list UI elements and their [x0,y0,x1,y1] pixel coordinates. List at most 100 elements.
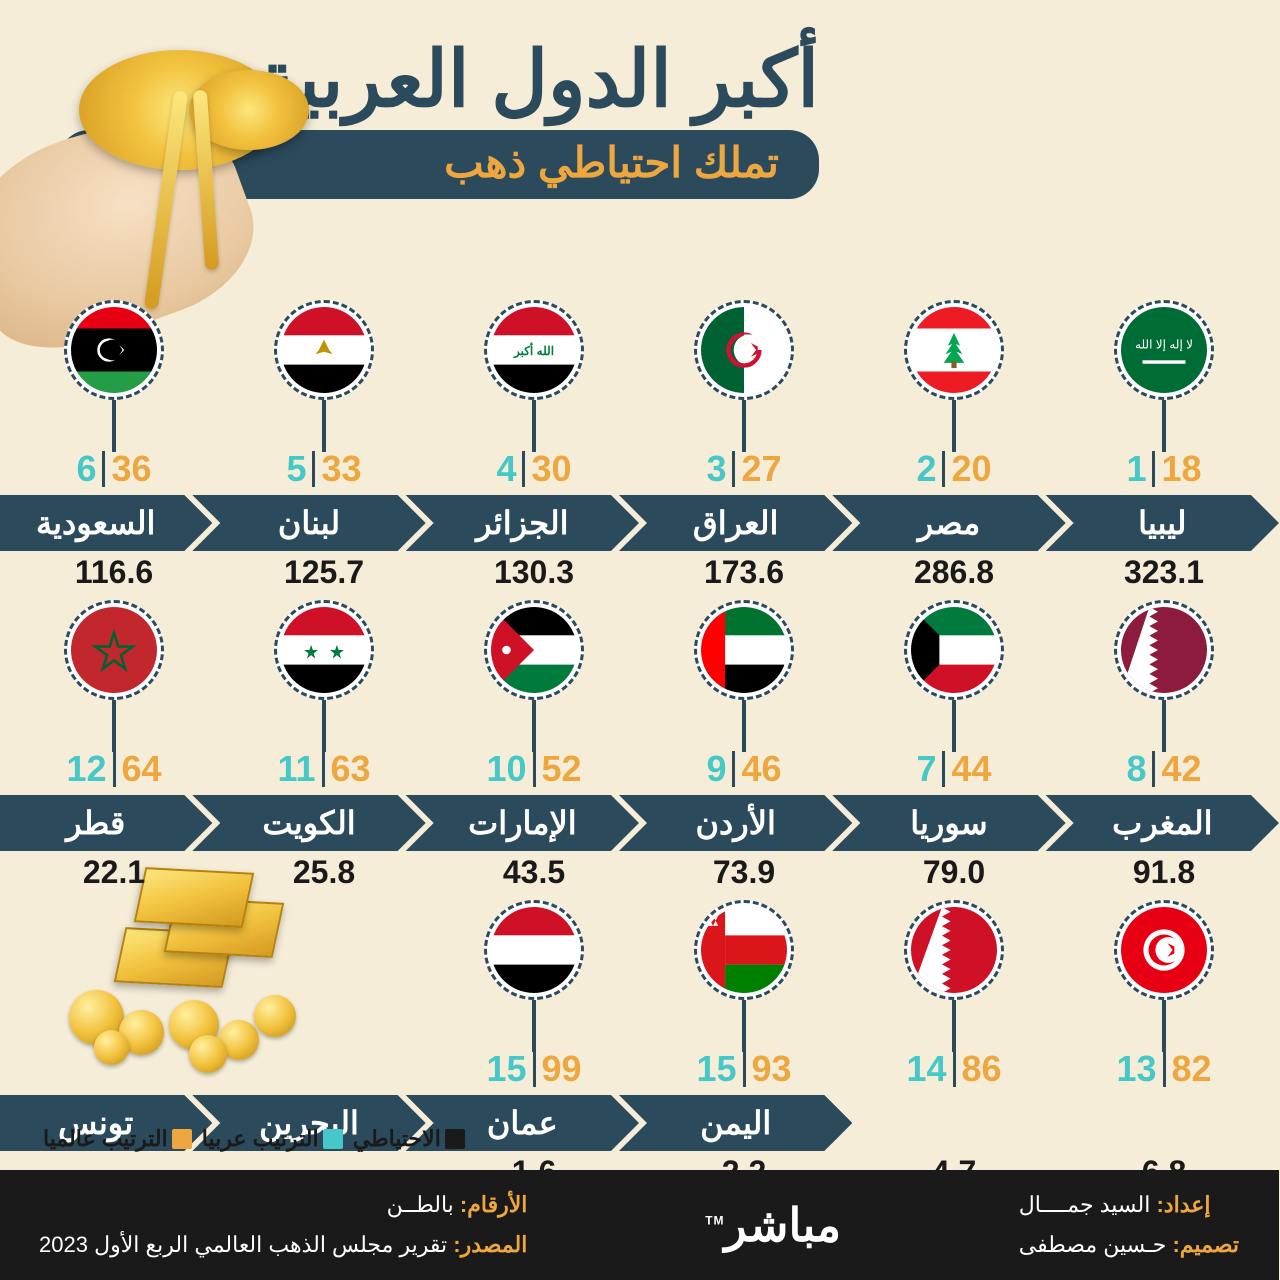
flag-stem [743,400,747,452]
ranks: 428 [1060,748,1270,790]
arab-rank: 13 [1117,1048,1157,1089]
flag-icon [485,600,585,700]
flag-stem [533,400,537,452]
legend-reserve: الاحتياطي [354,1126,442,1151]
world-rank: 27 [742,448,782,489]
country-item: 27 3 173.6 [640,300,850,591]
arab-rank: 5 [287,448,307,489]
footer-source: الأرقام: بالطــن المصدر: تقرير مجلس الذه… [40,1185,528,1264]
country-grid: السعوديةلبنانالجزائرالعراقمصرليبيا لا إل… [0,300,1280,1200]
legend-world-rank: الترتيب عالميا [44,1126,169,1151]
flag-icon [1115,900,1215,1000]
country-item: لا إله إلا الله 181 323.1 [1060,300,1270,591]
reserve-value: 73.9 [640,854,850,891]
arab-rank: 6 [77,448,97,489]
arab-rank: 1 [1127,448,1147,489]
legend: الاحتياطي الترتيب عربيا الترتيب عالميا [40,1126,466,1152]
world-rank: 46 [742,748,782,789]
flag-icon [275,300,375,400]
world-rank: 42 [1162,748,1202,789]
flag-icon [275,600,375,700]
country-item: 8614 4.7 [850,900,1060,1191]
flag-stem [743,700,747,752]
flag-icon [905,900,1005,1000]
flag-stem [323,400,327,452]
brand-logo: مباشرTM [706,1198,842,1252]
ranks: 82 13 [1060,1048,1270,1090]
country-item: الله أكبر 30 4 130.3 [430,300,640,591]
arab-rank: 3 [707,448,727,489]
flag-stem [113,400,117,452]
flag-stem [533,1000,537,1052]
ranks: 8614 [850,1048,1060,1090]
country-item: 63 11 25.8 [220,600,430,891]
country-item: 33 5 125.7 [220,300,430,591]
country-item: 36 6 116.6 [10,300,220,591]
flag-stem [533,700,537,752]
world-rank: 52 [543,748,583,789]
reserve-value: 79.0 [850,854,1060,891]
flag-icon [1115,600,1215,700]
reserve-value: 116.6 [10,554,220,591]
flag-stem [953,1000,957,1052]
world-rank: 30 [532,448,572,489]
arab-rank: 12 [67,748,107,789]
country-item: 9315 2.2 [640,900,850,1191]
gold-hand-illustration [0,0,390,330]
arab-rank: 15 [487,1048,527,1089]
arab-rank: 4 [497,448,517,489]
flag-icon [905,300,1005,400]
flag-icon [65,300,165,400]
arab-rank: 9 [707,748,727,789]
country-item: 5210 43.5 [430,600,640,891]
world-rank: 99 [543,1048,583,1089]
ranks: 181 [1060,448,1270,490]
arab-rank: 14 [907,1048,947,1089]
country-item: 6412 22.1 [10,600,220,891]
reserve-value: 286.8 [850,554,1060,591]
country-row: السعوديةلبنانالجزائرالعراقمصرليبيا لا إل… [0,300,1280,580]
footer: الأرقام: بالطــن المصدر: تقرير مجلس الذه… [0,1170,1280,1280]
reserve-value: 91.8 [1060,854,1270,891]
world-rank: 44 [952,748,992,789]
country-item: 20 2 286.8 [850,300,1060,591]
flag-stem [743,1000,747,1052]
flag-icon: لا إله إلا الله [1115,300,1215,400]
legend-arab-rank: الترتيب عربيا [203,1126,320,1151]
country-row: قطرالكويتالإماراتالأردنسورياالمغرب 428 9… [0,600,1280,880]
world-rank: 93 [753,1048,793,1089]
reserve-value: 323.1 [1060,554,1270,591]
ranks: 46 9 [640,748,850,790]
arab-rank: 11 [278,748,316,789]
arab-rank: 7 [917,748,937,789]
reserve-value: 130.3 [430,554,640,591]
arab-rank: 15 [697,1048,737,1089]
world-rank: 82 [1173,1048,1213,1089]
ranks: 63 11 [220,748,430,790]
flag-stem [953,700,957,752]
arab-rank: 2 [917,448,937,489]
reserve-value: 125.7 [220,554,430,591]
flag-stem [1163,1000,1167,1052]
ranks: 6412 [10,748,220,790]
ranks: 30 4 [430,448,640,490]
flag-icon [485,900,585,1000]
ranks: 44 7 [850,748,1060,790]
flag-stem [1163,400,1167,452]
world-rank: 36 [112,448,152,489]
footer-credits: إعداد: السيد جمــــال تصميم: حـسين مصطفى [1020,1185,1240,1264]
svg-text:الله أكبر: الله أكبر [514,343,555,359]
reserve-value: 25.8 [220,854,430,891]
reserve-value: 173.6 [640,554,850,591]
flag-icon [695,300,795,400]
flag-icon: الله أكبر [485,300,585,400]
world-rank: 33 [322,448,362,489]
world-rank: 63 [332,748,372,789]
country-item: 428 91.8 [1060,600,1270,891]
ranks: 5210 [430,748,640,790]
world-rank: 20 [952,448,992,489]
country-item: 8213 6.8 [1060,900,1270,1191]
ranks: 27 3 [640,448,850,490]
country-item: 44 7 79.0 [850,600,1060,891]
svg-text:لا إله إلا الله: لا إله إلا الله [1136,337,1194,352]
